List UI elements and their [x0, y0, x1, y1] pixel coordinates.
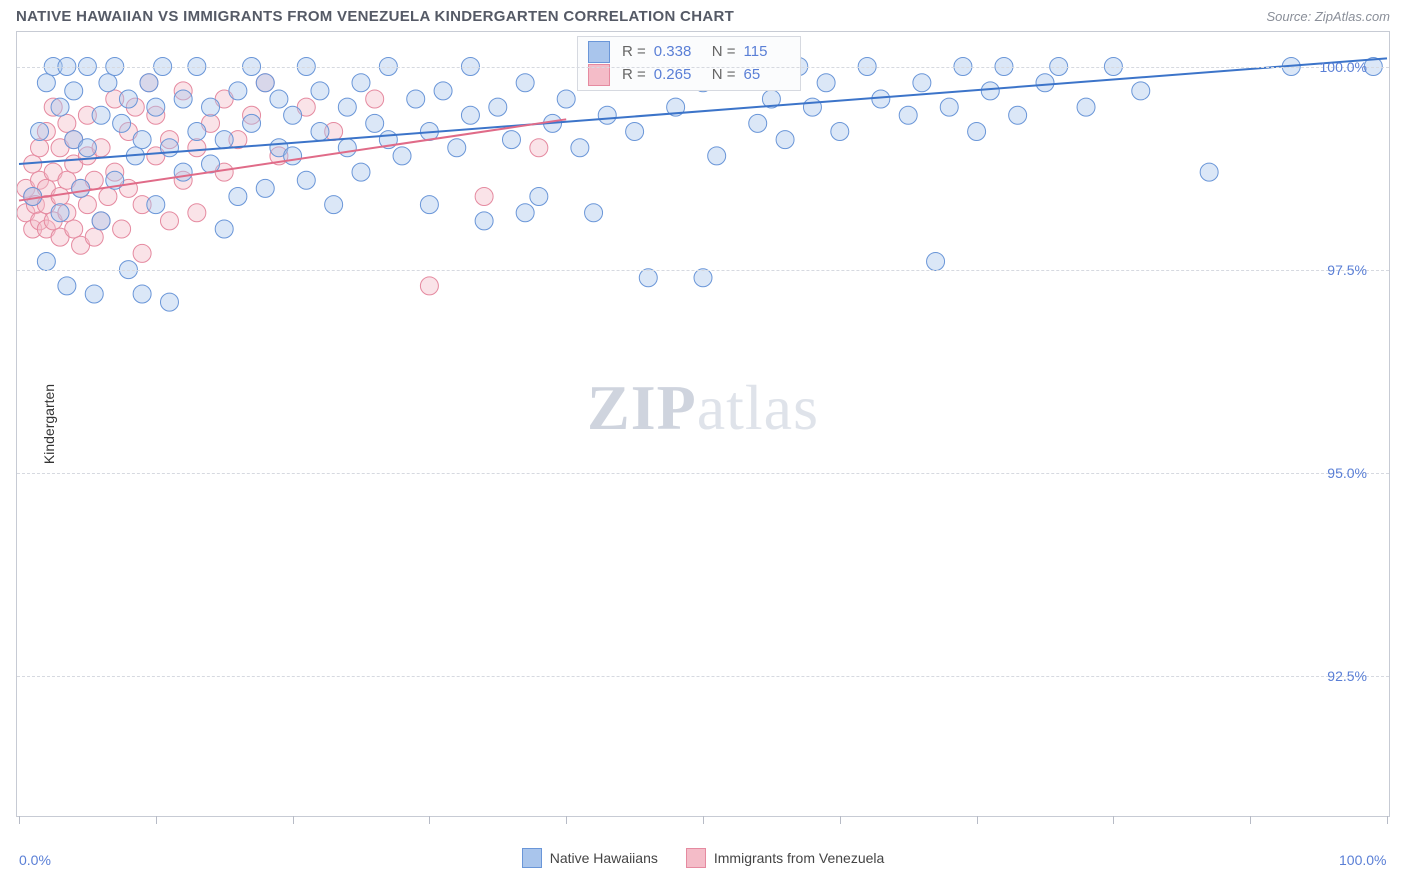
xtick — [566, 816, 567, 824]
xtick — [156, 816, 157, 824]
ytick-label: 97.5% — [1327, 262, 1367, 278]
xtick — [977, 816, 978, 824]
xtick-label: 100.0% — [1339, 852, 1386, 868]
ytick-label: 100.0% — [1320, 59, 1367, 75]
chart-header: NATIVE HAWAIIAN VS IMMIGRANTS FROM VENEZ… — [0, 0, 1406, 29]
source-label: Source: ZipAtlas.com — [1266, 9, 1390, 24]
legend-label-0: Native Hawaiians — [550, 850, 658, 866]
gridline — [17, 67, 1389, 68]
xtick-label: 0.0% — [19, 852, 51, 868]
chart-area: Kindergarten ZIPatlas R = 0.338 N = 115 … — [16, 31, 1390, 817]
xtick — [840, 816, 841, 824]
r-label-0: R = — [622, 41, 646, 64]
scatter-plot — [17, 32, 1389, 816]
r-value-0: 0.338 — [654, 41, 700, 64]
xtick — [1113, 816, 1114, 824]
xtick — [429, 816, 430, 824]
gridline — [17, 473, 1389, 474]
n-value-0: 115 — [744, 41, 790, 64]
ytick-label: 95.0% — [1327, 465, 1367, 481]
n-label-0: N = — [712, 41, 736, 64]
xtick — [1387, 816, 1388, 824]
stats-legend: R = 0.338 N = 115 R = 0.265 N = 65 — [577, 36, 801, 91]
gridline — [17, 270, 1389, 271]
xtick — [703, 816, 704, 824]
xtick — [1250, 816, 1251, 824]
legend-swatch-0 — [522, 848, 542, 868]
ytick-label: 92.5% — [1327, 668, 1367, 684]
legend-item-1: Immigrants from Venezuela — [686, 848, 884, 868]
swatch-series-0 — [588, 41, 610, 63]
xtick — [19, 816, 20, 824]
gridline — [17, 676, 1389, 677]
chart-title: NATIVE HAWAIIAN VS IMMIGRANTS FROM VENEZ… — [16, 8, 734, 25]
legend-label-1: Immigrants from Venezuela — [714, 850, 884, 866]
stats-row-0: R = 0.338 N = 115 — [588, 41, 790, 64]
xtick — [293, 816, 294, 824]
legend-item-0: Native Hawaiians — [522, 848, 658, 868]
legend-swatch-1 — [686, 848, 706, 868]
legend-bottom: Native Hawaiians Immigrants from Venezue… — [17, 848, 1389, 868]
